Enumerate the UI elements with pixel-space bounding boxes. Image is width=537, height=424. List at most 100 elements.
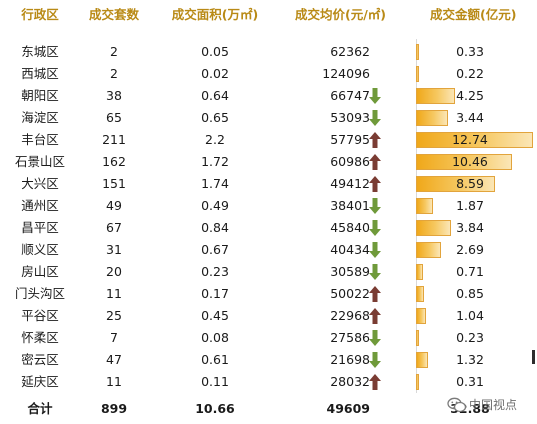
table-row: 丰台区 211 2.2 57795 12.74 [0,129,537,151]
avg-price-cell: 60986 [330,154,370,169]
table-row: 大兴区 151 1.74 49412 8.59 [0,173,537,195]
units-cell: 25 [106,308,122,323]
avg-price-cell: 124096 [322,66,370,81]
area-cell: 0.02 [201,66,229,81]
bar-axis-line [416,39,417,393]
avg-price-cell: 45840 [330,220,370,235]
table-row: 房山区 20 0.23 30589 0.71 [0,261,537,283]
table-row: 东城区 2 0.05 62362 0.33 [0,41,537,63]
district-cell: 大兴区 [21,176,59,191]
arrow-up-icon [369,308,381,324]
area-cell: 1.72 [201,154,229,169]
table-row: 西城区 2 0.02 124096 0.22 [0,63,537,85]
avg-price-cell: 53093 [330,110,370,125]
amount-cell: 0.23 [456,330,484,345]
district-cell: 朝阳区 [21,88,59,103]
amount-cell: 3.84 [456,220,484,235]
amount-bar [416,66,419,82]
avg-price-cell: 21698 [330,352,370,367]
amount-bar [416,154,513,170]
district-cell: 西城区 [21,66,59,81]
avg-price-cell: 40434 [330,242,370,257]
district-cell: 通州区 [21,198,59,213]
area-cell: 0.61 [201,352,229,367]
total-row: 合计 899 10.66 49609 32.88 [0,398,537,420]
edge-mark [532,350,535,364]
area-cell: 2.2 [205,132,225,147]
total-label: 合计 [27,401,53,416]
arrow-down-icon [369,330,381,346]
units-cell: 2 [110,44,118,59]
amount-cell: 10.46 [452,154,488,169]
amount-bar [416,44,420,60]
units-cell: 11 [106,286,122,301]
district-cell: 密云区 [21,352,59,367]
arrow-down-icon [369,352,381,368]
district-cell: 门头沟区 [14,286,65,301]
district-cell: 东城区 [21,44,59,59]
amount-bar [416,242,441,258]
total-units: 899 [100,401,128,416]
amount-bar [416,220,452,236]
header-avg-price: 成交均价(元/㎡) [295,7,386,22]
district-cell: 怀柔区 [21,330,59,345]
amount-cell: 0.71 [456,264,484,279]
table-row: 平谷区 25 0.45 22968 1.04 [0,305,537,327]
amount-bar [416,132,533,148]
area-cell: 0.64 [201,88,229,103]
area-cell: 0.67 [201,242,229,257]
district-cell: 石景山区 [14,154,65,169]
table-row: 石景山区 162 1.72 60986 10.46 [0,151,537,173]
arrow-down-icon [369,110,381,126]
amount-cell: 1.87 [456,198,484,213]
district-cell: 昌平区 [21,220,59,235]
units-cell: 7 [110,330,118,345]
avg-price-cell: 22968 [330,308,370,323]
district-cell: 延庆区 [21,374,59,389]
table-row: 通州区 49 0.49 38401 1.87 [0,195,537,217]
amount-bar [416,286,424,302]
arrow-up-icon [369,154,381,170]
units-cell: 162 [102,154,126,169]
units-cell: 49 [106,198,122,213]
avg-price-cell: 27586 [330,330,370,345]
district-cell: 房山区 [21,264,59,279]
units-cell: 65 [106,110,122,125]
avg-price-cell: 66747 [330,88,370,103]
amount-cell: 0.33 [456,44,484,59]
amount-cell: 0.85 [456,286,484,301]
wechat-icon [447,397,467,413]
units-cell: 47 [106,352,122,367]
arrow-up-icon [369,176,381,192]
avg-price-cell: 49412 [330,176,370,191]
watermark-text: 中国视点 [469,398,518,412]
district-cell: 海淀区 [21,110,59,125]
area-cell: 0.08 [201,330,229,345]
header-district: 行政区 [21,7,59,22]
amount-cell: 0.22 [456,66,484,81]
table-row: 门头沟区 11 0.17 50022 0.85 [0,283,537,305]
table-row: 顺义区 31 0.67 40434 2.69 [0,239,537,261]
area-cell: 0.05 [201,44,229,59]
avg-price-cell: 30589 [330,264,370,279]
avg-price-cell: 57795 [330,132,370,147]
arrow-down-icon [369,220,381,236]
header-units: 成交套数 [88,7,139,22]
area-cell: 0.23 [201,264,229,279]
header-area: 成交面积(万㎡) [171,7,259,22]
area-cell: 0.49 [201,198,229,213]
avg-price-cell: 62362 [330,44,370,59]
total-area: 10.66 [195,401,235,416]
amount-bar [416,352,429,368]
avg-price-cell: 50022 [330,286,370,301]
arrow-up-icon [369,132,381,148]
units-cell: 31 [106,242,122,257]
amount-cell: 12.74 [452,132,488,147]
district-cell: 平谷区 [21,308,59,323]
table-row: 昌平区 67 0.84 45840 3.84 [0,217,537,239]
arrow-down-icon [369,198,381,214]
units-cell: 11 [106,374,122,389]
arrow-up-icon [369,374,381,390]
avg-price-cell: 38401 [330,198,370,213]
